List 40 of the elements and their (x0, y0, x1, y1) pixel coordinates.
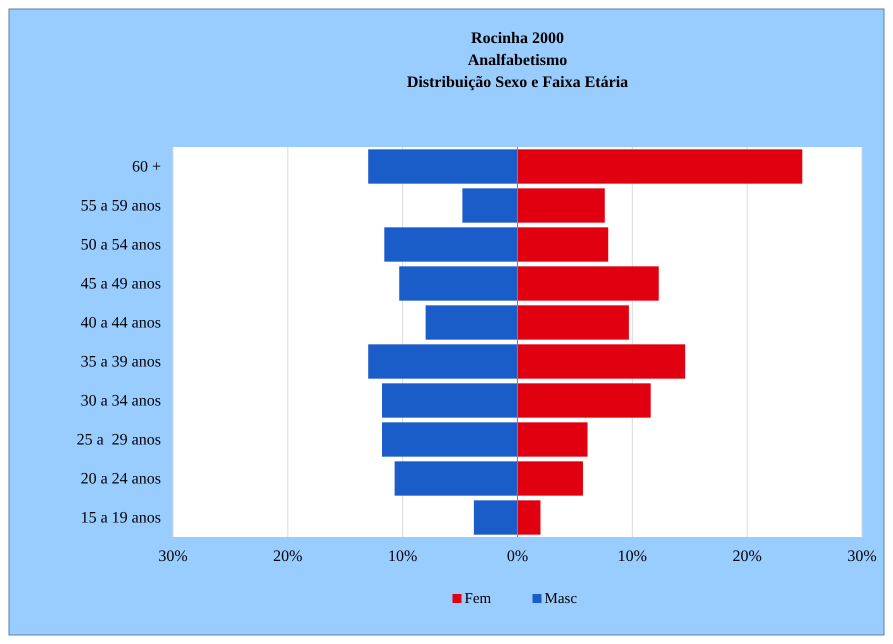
bar (518, 422, 588, 457)
bar (518, 344, 686, 379)
y-tick-label: 50 a 54 anos (80, 236, 161, 254)
y-tick-label: 40 a 44 anos (80, 314, 161, 332)
x-tick-label: 10% (388, 548, 418, 565)
legend-label: Fem (464, 591, 492, 607)
bar (518, 461, 583, 496)
y-tick-label: 45 a 49 anos (80, 276, 161, 292)
chart-title: Rocinha 2000 Analfabetismo Distribuição Sexo e Faixa Etária (406, 30, 628, 91)
y-tick-label: 25 a 29 anos (76, 432, 161, 448)
bar (368, 344, 518, 379)
y-tick-label: 15 a 19 anos (80, 510, 161, 526)
bar (518, 266, 659, 301)
x-tick-label: 0% (506, 548, 528, 565)
x-tick-label: 30% (158, 548, 188, 565)
bar (382, 422, 518, 457)
bar (399, 266, 518, 301)
y-tick-label: 30 a 34 anos (80, 392, 161, 410)
bar (426, 305, 518, 340)
bar (518, 305, 629, 340)
bar (474, 500, 518, 535)
y-tick-label: 60 + (132, 158, 161, 176)
bar (518, 188, 605, 223)
bar (394, 461, 518, 496)
y-tick-label: 35 a 39 anos (80, 354, 161, 370)
legend-label: Masc (544, 591, 578, 607)
bar (368, 149, 518, 184)
bar (384, 227, 518, 262)
y-tick-label: 20 a 24 anos (80, 470, 161, 488)
bar (518, 227, 608, 262)
x-tick-label: 30% (847, 548, 877, 565)
x-tick-label: 20% (273, 548, 302, 565)
bar (518, 500, 540, 535)
bar (518, 383, 651, 418)
x-tick-label: 20% (732, 548, 762, 565)
x-tick-label: 10% (618, 548, 647, 565)
bar (382, 383, 518, 418)
bar (462, 188, 518, 223)
bar (518, 149, 802, 184)
y-tick-label: 55 a 59 anos (80, 198, 161, 214)
